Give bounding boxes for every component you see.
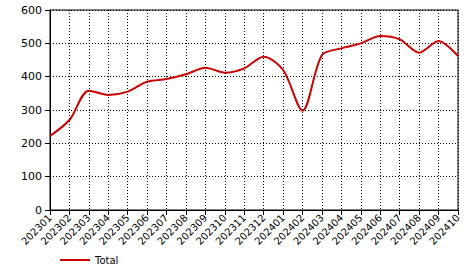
svg-text:202401: 202401 bbox=[252, 212, 287, 247]
svg-text:600: 600 bbox=[21, 4, 42, 17]
svg-text:202405: 202405 bbox=[330, 212, 365, 247]
svg-text:202309: 202309 bbox=[174, 212, 210, 247]
svg-text:202301: 202301 bbox=[19, 212, 54, 247]
svg-text:202404: 202404 bbox=[310, 212, 346, 247]
svg-text:202403: 202403 bbox=[291, 212, 326, 247]
svg-text:202305: 202305 bbox=[96, 212, 132, 247]
svg-text:202310: 202310 bbox=[194, 212, 229, 247]
svg-text:202307: 202307 bbox=[135, 212, 171, 247]
svg-text:202306: 202306 bbox=[116, 212, 151, 247]
svg-text:Total: Total bbox=[94, 255, 118, 266]
svg-text:202312: 202312 bbox=[232, 212, 268, 247]
svg-text:202311: 202311 bbox=[213, 212, 249, 247]
svg-text:202304: 202304 bbox=[77, 212, 113, 247]
svg-text:202308: 202308 bbox=[155, 212, 190, 247]
svg-text:202302: 202302 bbox=[38, 212, 74, 247]
svg-text:0: 0 bbox=[35, 204, 42, 217]
svg-text:202408: 202408 bbox=[388, 212, 423, 247]
svg-text:202407: 202407 bbox=[368, 212, 404, 247]
svg-text:202406: 202406 bbox=[349, 212, 385, 247]
svg-text:300: 300 bbox=[21, 104, 42, 117]
svg-text:200: 200 bbox=[21, 137, 42, 150]
svg-text:500: 500 bbox=[21, 37, 42, 50]
svg-text:202402: 202402 bbox=[271, 212, 307, 247]
svg-text:100: 100 bbox=[21, 170, 42, 183]
svg-text:400: 400 bbox=[21, 70, 42, 83]
svg-text:202303: 202303 bbox=[58, 212, 93, 247]
svg-text:202409: 202409 bbox=[407, 212, 443, 247]
svg-text:202410: 202410 bbox=[427, 212, 462, 247]
